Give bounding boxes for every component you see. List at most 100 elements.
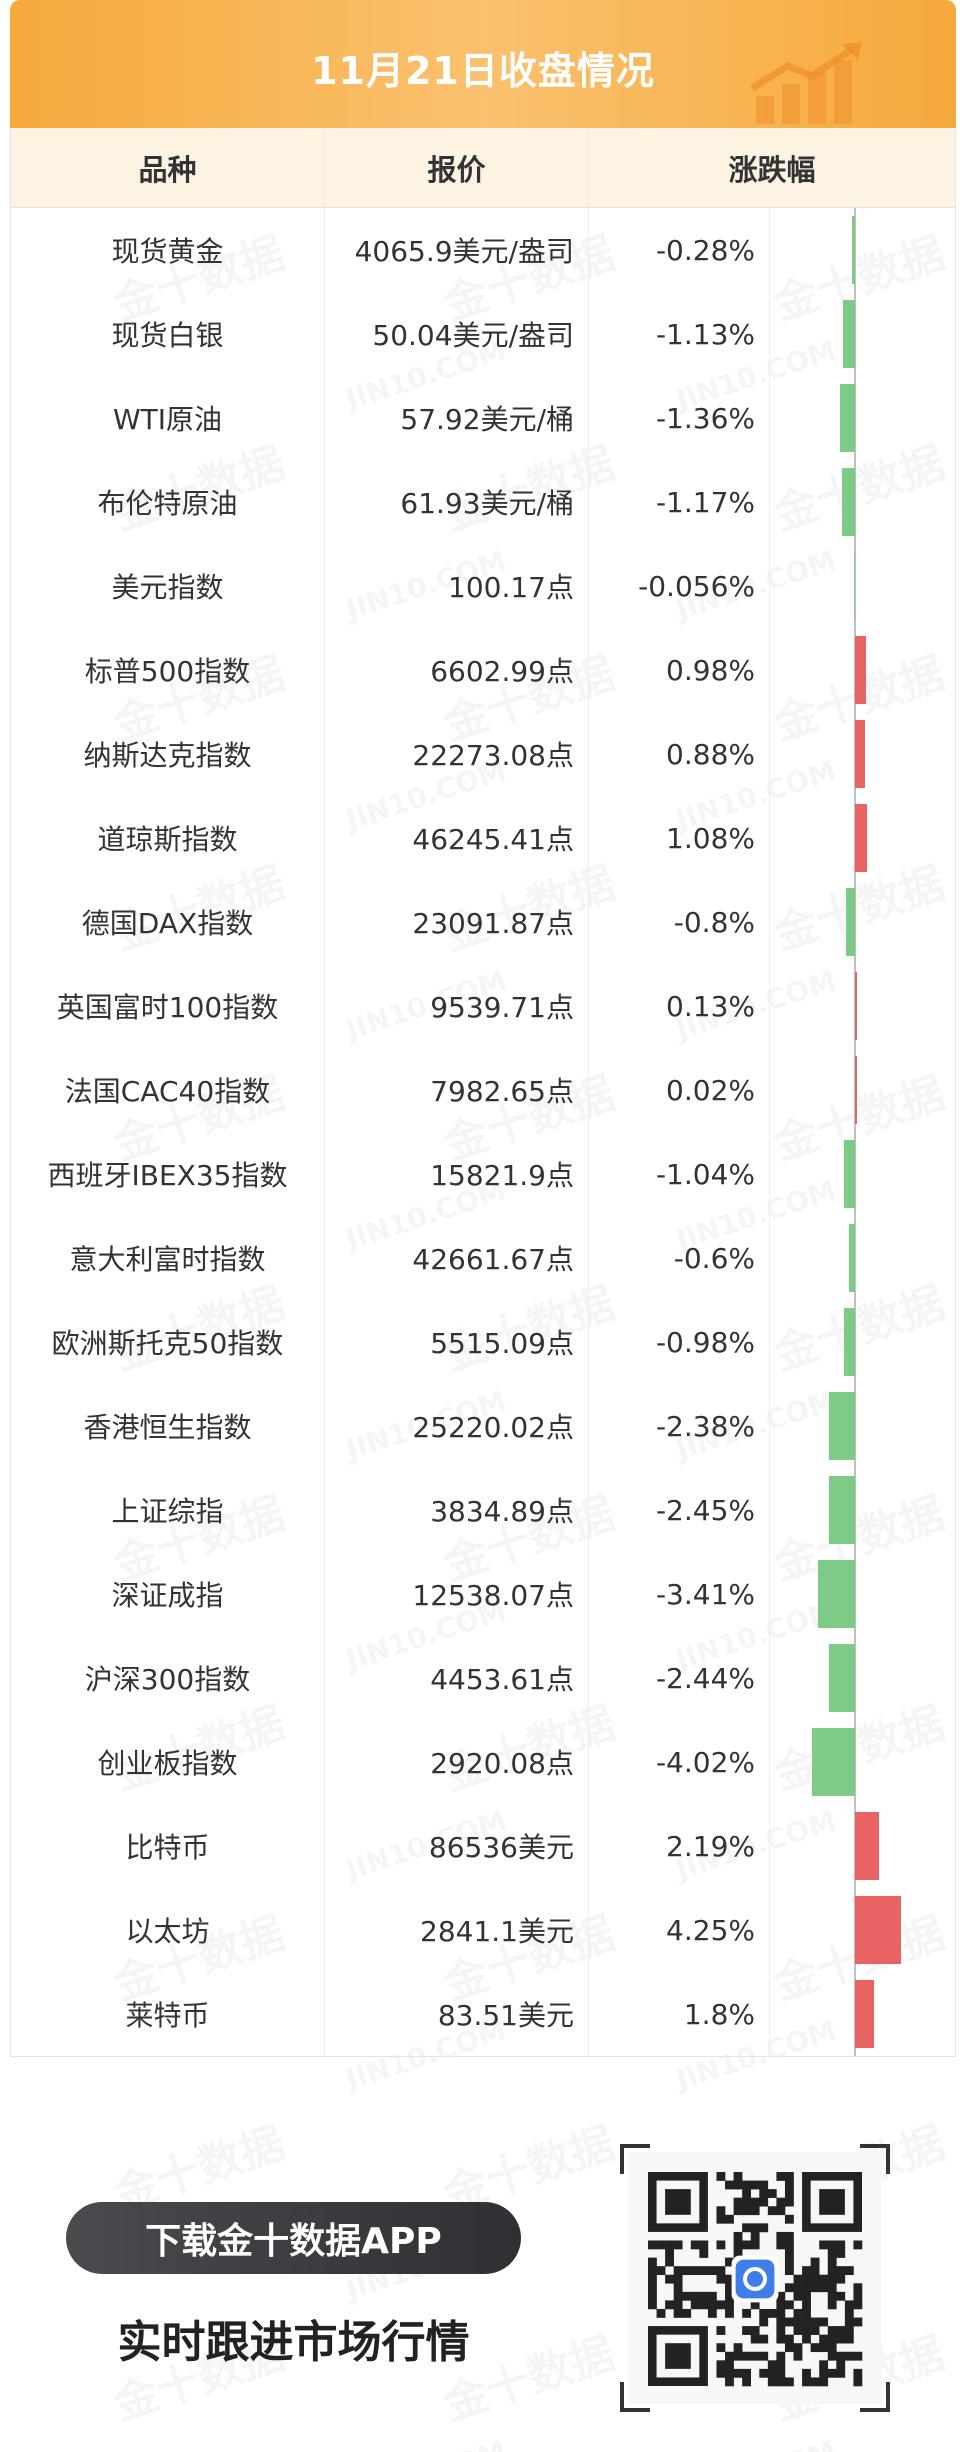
instrument-price: 83.51美元 — [325, 1972, 589, 2056]
instrument-name: 布伦特原油 — [11, 460, 325, 544]
change-bar-cell — [769, 1888, 955, 1972]
instrument-price: 4453.61点 — [325, 1636, 589, 1720]
change-bar-cell — [769, 1468, 955, 1552]
instrument-price: 100.17点 — [325, 544, 589, 628]
instrument-name: 上证综指 — [11, 1468, 325, 1552]
instrument-name: 法国CAC40指数 — [11, 1048, 325, 1132]
instrument-name: 香港恒生指数 — [11, 1384, 325, 1468]
instrument-price: 7982.65点 — [325, 1048, 589, 1132]
instrument-price: 46245.41点 — [325, 796, 589, 880]
instrument-change: 1.08% — [666, 821, 755, 855]
instrument-price: 25220.02点 — [325, 1384, 589, 1468]
table-row: 意大利富时指数 42661.67点 -0.6% — [11, 1216, 955, 1300]
instrument-change: -0.056% — [638, 569, 755, 603]
instrument-name: WTI原油 — [11, 376, 325, 460]
instrument-change: -1.13% — [655, 317, 755, 351]
zero-axis — [854, 1552, 856, 1636]
change-bar-cell — [769, 1720, 955, 1804]
instrument-name: 道琼斯指数 — [11, 796, 325, 880]
instrument-price: 4065.9美元/盎司 — [325, 208, 589, 292]
card-header: 11月21日收盘情况 — [10, 0, 956, 128]
change-bar — [855, 804, 867, 872]
instrument-price: 12538.07点 — [325, 1552, 589, 1636]
zero-axis — [854, 544, 856, 628]
change-bar-cell — [769, 712, 955, 796]
instrument-price: 5515.09点 — [325, 1300, 589, 1384]
table-row: 欧洲斯托克50指数 5515.09点 -0.98% — [11, 1300, 955, 1384]
instrument-name: 纳斯达克指数 — [11, 712, 325, 796]
instrument-name: 英国富时100指数 — [11, 964, 325, 1048]
table-row: 法国CAC40指数 7982.65点 0.02% — [11, 1048, 955, 1132]
download-app-button[interactable]: 下载金十数据APP — [66, 2202, 521, 2274]
instrument-change: 0.02% — [666, 1073, 755, 1107]
instrument-change: 1.8% — [683, 1997, 755, 2031]
instrument-change: -0.6% — [673, 1241, 755, 1275]
zero-axis — [854, 292, 856, 376]
column-header-price: 报价 — [325, 128, 589, 207]
instrument-change: -2.38% — [655, 1409, 755, 1443]
instrument-price: 2841.1美元 — [325, 1888, 589, 1972]
change-bar-cell — [769, 1972, 955, 2056]
instrument-name: 西班牙IBEX35指数 — [11, 1132, 325, 1216]
instrument-change: 2.19% — [666, 1829, 755, 1863]
zero-axis — [854, 208, 856, 292]
change-bar — [811, 1728, 855, 1796]
instrument-change: 0.98% — [666, 653, 755, 687]
instrument-price: 57.92美元/桶 — [325, 376, 589, 460]
table-row: 道琼斯指数 46245.41点 1.08% — [11, 796, 955, 880]
market-table: 现货黄金 4065.9美元/盎司 -0.28% 现货白银 50.04美元/盎司 -1.13… — [10, 208, 956, 2057]
instrument-price: 22273.08点 — [325, 712, 589, 796]
change-bar — [853, 552, 855, 620]
table-row: 美元指数 100.17点 -0.056% — [11, 544, 955, 628]
table-row: 深证成指 12538.07点 -3.41% — [11, 1552, 955, 1636]
change-bar — [855, 1056, 857, 1124]
change-bar-cell — [769, 1048, 955, 1132]
zero-axis — [854, 1468, 856, 1552]
instrument-name: 以太坊 — [11, 1888, 325, 1972]
change-bar-cell — [769, 964, 955, 1048]
instrument-change: 4.25% — [666, 1913, 755, 1947]
instrument-name: 深证成指 — [11, 1552, 325, 1636]
change-bar — [840, 384, 855, 452]
change-bar — [844, 1308, 855, 1376]
instrument-change: -1.04% — [655, 1157, 755, 1191]
instrument-change: -3.41% — [655, 1577, 755, 1611]
change-bar-cell — [769, 544, 955, 628]
column-header-change: 涨跌幅 — [728, 152, 816, 187]
change-bar-cell — [769, 460, 955, 544]
zero-axis — [854, 1636, 856, 1720]
table-row: 英国富时100指数 9539.71点 0.13% — [11, 964, 955, 1048]
zero-axis — [854, 880, 856, 964]
instrument-name: 创业板指数 — [11, 1720, 325, 1804]
change-bar — [855, 1812, 879, 1880]
table-row: 现货黄金 4065.9美元/盎司 -0.28% — [11, 208, 955, 292]
column-header-name: 品种 — [11, 128, 325, 207]
change-bar — [846, 888, 855, 956]
instrument-name: 美元指数 — [11, 544, 325, 628]
instrument-change: -0.98% — [655, 1325, 755, 1359]
instrument-change: -1.17% — [655, 485, 755, 519]
change-bar — [855, 1896, 901, 1964]
table-row: 以太坊 2841.1美元 4.25% — [11, 1888, 955, 1972]
change-bar-cell — [769, 1216, 955, 1300]
zero-axis — [854, 460, 856, 544]
change-bar-cell — [769, 1552, 955, 1636]
instrument-price: 3834.89点 — [325, 1468, 589, 1552]
instrument-price: 9539.71点 — [325, 964, 589, 1048]
table-row: 德国DAX指数 23091.87点 -0.8% — [11, 880, 955, 964]
instrument-name: 现货白银 — [11, 292, 325, 376]
change-bar — [848, 1224, 855, 1292]
change-bar — [842, 468, 855, 536]
change-bar-cell — [769, 292, 955, 376]
change-bar — [855, 636, 866, 704]
instrument-change: -4.02% — [655, 1745, 755, 1779]
zero-axis — [854, 1132, 856, 1216]
table-row: 纳斯达克指数 22273.08点 0.88% — [11, 712, 955, 796]
table-row: 香港恒生指数 25220.02点 -2.38% — [11, 1384, 955, 1468]
instrument-name: 标普500指数 — [11, 628, 325, 712]
rising-chart-icon — [750, 42, 862, 124]
instrument-change: 0.13% — [666, 989, 755, 1023]
instrument-name: 莱特币 — [11, 1972, 325, 2056]
qr-code-icon[interactable] — [620, 2144, 890, 2412]
change-bar — [843, 1140, 855, 1208]
